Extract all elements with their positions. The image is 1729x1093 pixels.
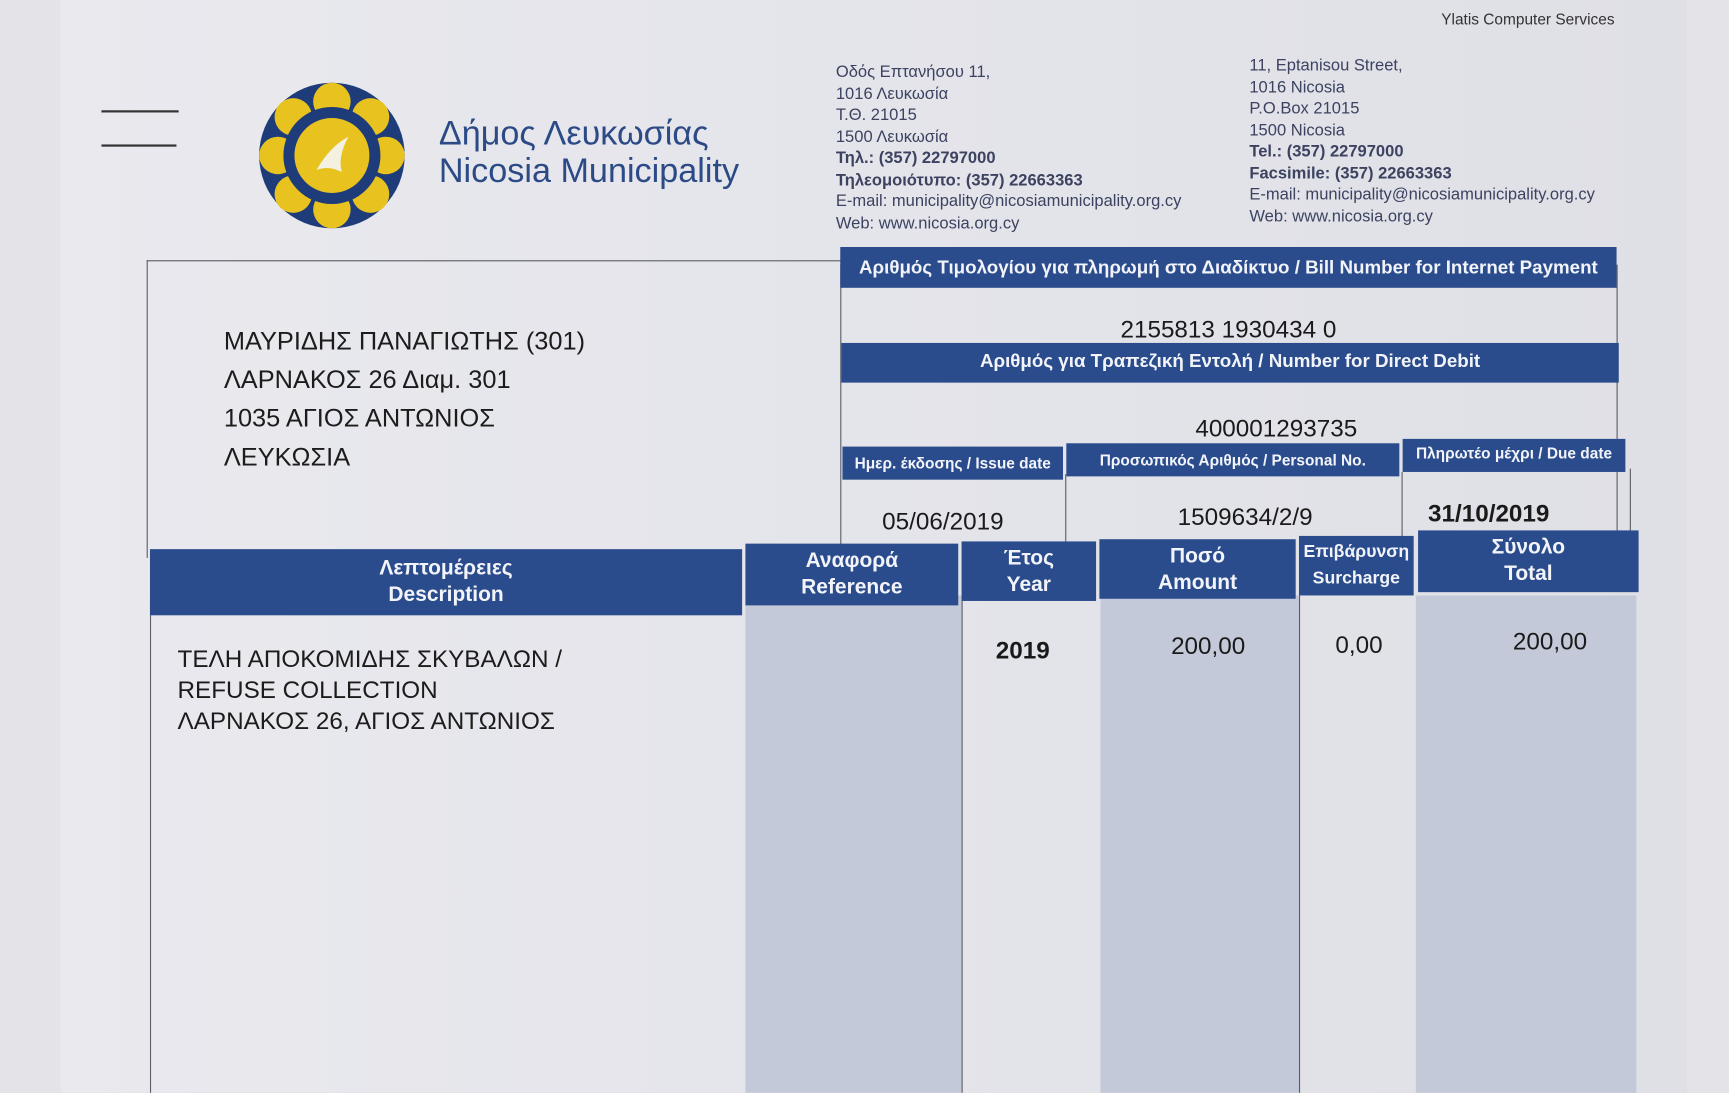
address-line: P.O.Box 21015 bbox=[1249, 99, 1360, 118]
address-greek: Οδός Επτανήσου 11, 1016 Λευκωσία Τ.Θ. 21… bbox=[836, 62, 1182, 234]
header-year: Έτος Year bbox=[961, 541, 1097, 601]
header-text-greek: Επιβάρυνση bbox=[1303, 542, 1410, 562]
recipient-city: ΛΕΥΚΩΣΙΑ bbox=[223, 442, 351, 471]
fold-mark bbox=[101, 144, 177, 147]
frame-top bbox=[146, 260, 842, 262]
header-text-greek: Λεπτομέρειες bbox=[379, 556, 513, 581]
personal-no-value: 1509634/2/9 bbox=[1177, 502, 1313, 531]
description-line: REFUSE COLLECTION bbox=[177, 675, 438, 704]
address-line: Οδός Επτανήσου 11, bbox=[835, 62, 991, 82]
bill-number-label: Αριθμός Τιμολογίου για πληρωμή στο Διαδί… bbox=[840, 247, 1617, 288]
header-amount: Ποσό Amount bbox=[1099, 539, 1296, 599]
issue-date-label: Ημερ. έκδοσης / Issue date bbox=[842, 446, 1064, 480]
header-text-english: Amount bbox=[1157, 571, 1238, 595]
recipient-name: ΜΑΥΡΙΔΗΣ ΠΑΝΑΓΙΩΤΗΣ (301) bbox=[223, 326, 586, 356]
header-text-english: Year bbox=[1006, 573, 1051, 597]
header-total: Σύνολο Total bbox=[1418, 530, 1639, 593]
email-line: E-mail: municipality@nicosiamunicipality… bbox=[1249, 185, 1595, 204]
fold-mark bbox=[101, 110, 179, 113]
frame-right bbox=[1616, 264, 1618, 535]
header-text-greek: Αναφορά bbox=[805, 549, 899, 573]
address-line: 1016 Nicosia bbox=[1249, 77, 1345, 97]
address-line: Τ.Θ. 21015 bbox=[835, 105, 917, 125]
recipient-line: 1035 ΑΓΙΟΣ ΑΝΤΩΝΙΟΣ bbox=[223, 403, 495, 433]
table-left-border bbox=[149, 595, 152, 1093]
municipality-logo-icon bbox=[259, 82, 405, 229]
fax-line: Τηλεομοιότυπο: (357) 22663363 bbox=[835, 170, 1083, 190]
row-year: 2019 bbox=[995, 636, 1050, 664]
phone-line: Τηλ.: (357) 22797000 bbox=[835, 148, 996, 168]
header-text-greek: Σύνολο bbox=[1491, 535, 1566, 560]
bill-number-value: 2155813 1930434 0 bbox=[1120, 315, 1337, 343]
org-name-english: Nicosia Municipality bbox=[438, 151, 740, 190]
reference-column bbox=[745, 595, 962, 1093]
cell-divider bbox=[1401, 471, 1403, 539]
direct-debit-label: Αριθμός για Τραπεζική Εντολή / Number fo… bbox=[841, 342, 1619, 383]
header-text-english: Total bbox=[1504, 562, 1553, 586]
header-text-greek: Έτος bbox=[1003, 546, 1054, 571]
due-date-label: Πληρωτέο μέχρι / Due date bbox=[1402, 438, 1626, 472]
address-english: 11, Eptanisou Street, 1016 Nicosia P.O.B… bbox=[1249, 55, 1595, 227]
cell-divider bbox=[1065, 474, 1067, 546]
recipient-address: ΜΑΥΡΙΔΗΣ ΠΑΝΑΓΙΩΤΗΣ (301) ΛΑΡΝΑΚΟΣ 26 Δι… bbox=[224, 322, 585, 476]
row-surcharge: 0,00 bbox=[1335, 630, 1383, 659]
address-line: 11, Eptanisou Street, bbox=[1249, 56, 1403, 75]
header-text-english: Description bbox=[388, 583, 504, 607]
web-line: Web: www.nicosia.org.cy bbox=[835, 213, 1020, 233]
column-border bbox=[961, 595, 963, 1093]
header-surcharge: Επιβάρυνση Surcharge bbox=[1298, 535, 1414, 596]
email-line: E-mail: municipality@nicosiamunicipality… bbox=[835, 191, 1182, 211]
header-text-english: Surcharge bbox=[1312, 568, 1400, 588]
amount-column bbox=[1100, 595, 1299, 1093]
direct-debit-value: 400001293735 bbox=[1195, 414, 1358, 443]
header-description: Λεπτομέρειες Description bbox=[149, 549, 743, 616]
web-line: Web: www.nicosia.org.cy bbox=[1249, 206, 1433, 226]
header-reference: Αναφορά Reference bbox=[745, 543, 959, 606]
row-description: ΤΕΛΗ ΑΠΟΚΟΜΙΔΗΣ ΣΚΥΒΑΛΩΝ / REFUSE COLLEC… bbox=[178, 644, 562, 737]
phone-line: Tel.: (357) 22797000 bbox=[1249, 142, 1404, 161]
recipient-line: ΛΑΡΝΑΚΟΣ 26 Διαμ. 301 bbox=[223, 364, 511, 394]
row-amount: 200,00 bbox=[1171, 631, 1246, 660]
frame-left bbox=[146, 260, 148, 558]
header-text-greek: Ποσό bbox=[1169, 544, 1226, 568]
header-text-english: Reference bbox=[801, 575, 903, 599]
org-name-greek: Δήμος Λευκωσίας bbox=[438, 113, 709, 153]
column-border bbox=[1298, 595, 1301, 1093]
row-total: 200,00 bbox=[1512, 627, 1588, 656]
address-line: 1016 Λευκωσία bbox=[835, 84, 949, 104]
total-column bbox=[1415, 595, 1637, 1093]
issue-date-value: 05/06/2019 bbox=[882, 507, 1004, 535]
personal-no-label: Προσωπικός Αριθμός / Personal No. bbox=[1066, 443, 1400, 477]
description-line: ΛΑΡΝΑΚΟΣ 26, ΑΓΙΟΣ ΑΝΤΩΝΙΟΣ bbox=[177, 706, 555, 735]
address-line: 1500 Λευκωσία bbox=[835, 127, 949, 147]
frame-divider bbox=[840, 264, 842, 546]
address-line: 1500 Nicosia bbox=[1249, 120, 1345, 140]
fax-line: Facsimile: (357) 22663363 bbox=[1249, 163, 1452, 183]
cell-divider bbox=[1629, 468, 1631, 535]
due-date-value: 31/10/2019 bbox=[1427, 499, 1550, 528]
vendor-text: Ylatis Computer Services bbox=[1441, 9, 1615, 28]
description-line: ΤΕΛΗ ΑΠΟΚΟΜΙΔΗΣ ΣΚΥΒΑΛΩΝ / bbox=[177, 645, 563, 673]
org-name: Δήμος Λευκωσίας Nicosia Municipality bbox=[438, 113, 740, 190]
